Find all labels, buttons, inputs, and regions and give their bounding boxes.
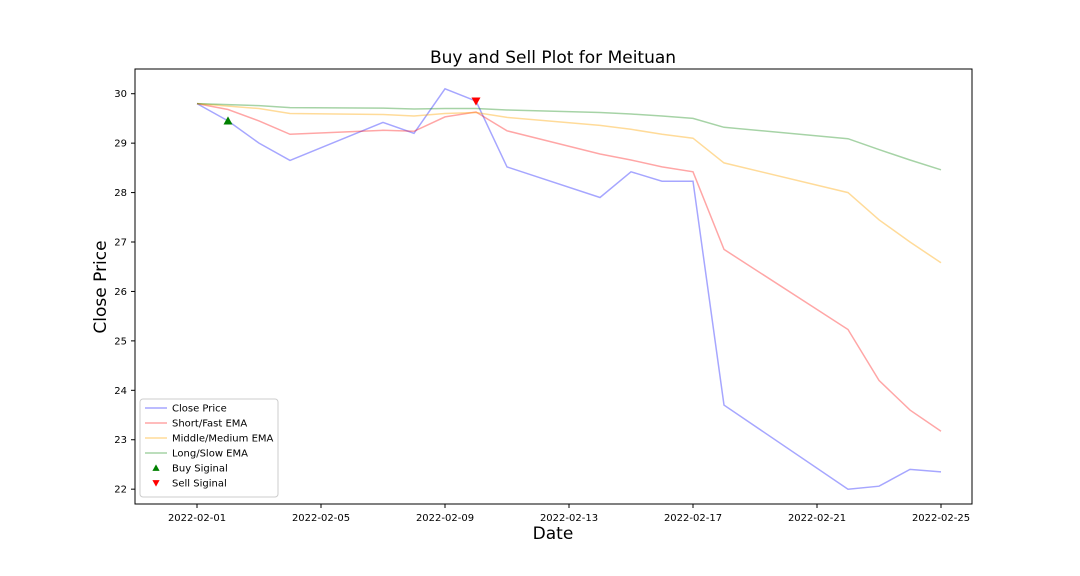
series-line-middle-medium-ema (196, 102, 942, 264)
legend-swatch-buy-siginal (152, 464, 160, 471)
legend-label-long-slow-ema: Long/Slow EMA (172, 449, 248, 460)
x-tick-label: 2022-02-01 (168, 513, 226, 524)
y-tick-label: 28 (114, 188, 127, 199)
series-line-long-slow-ema (196, 102, 942, 171)
series-line-short-fast-ema (196, 102, 942, 432)
y-tick-label: 29 (114, 139, 127, 150)
y-tick-label: 25 (114, 336, 127, 347)
plot-markers-group (223, 97, 481, 125)
legend-label-middle-medium-ema: Middle/Medium EMA (172, 434, 274, 445)
y-tick-label: 24 (114, 386, 127, 397)
y-tick-label: 23 (114, 435, 127, 446)
series-line-close-price (196, 87, 942, 490)
plot-series-group (196, 87, 942, 490)
legend-swatch-sell-siginal (152, 480, 160, 487)
legend-label-sell-siginal: Sell Siginal (172, 479, 227, 490)
chart-title: Buy and Sell Plot for Meituan (430, 48, 676, 68)
x-axis-label: Date (533, 524, 574, 544)
plot-frame (134, 68, 973, 505)
legend-label-close-price: Close Price (172, 404, 227, 415)
y-axis: 22 23 24 25 26 27 28 29 30 (114, 89, 135, 496)
x-tick-label: 2022-02-09 (416, 513, 474, 524)
x-tick-label: 2022-02-13 (540, 513, 598, 524)
y-tick-label: 26 (114, 287, 127, 298)
x-axis: 2022-02-01 2022-02-05 2022-02-09 2022-02-13… (168, 504, 970, 524)
y-axis-label: Close Price (91, 240, 111, 333)
y-tick-label: 30 (114, 89, 127, 100)
legend: Close Price Short/Fast EMA Middle/Medium E… (139, 398, 279, 498)
legend-box (139, 398, 279, 498)
x-tick-label: 2022-02-05 (292, 513, 350, 524)
sell-siginal-marker (471, 97, 481, 106)
x-tick-label: 2022-02-25 (912, 513, 970, 524)
buy-siginal-marker (223, 116, 233, 125)
y-tick-label: 22 (114, 485, 127, 496)
legend-label-buy-siginal: Buy Siginal (172, 464, 228, 475)
legend-label-short-fast-ema: Short/Fast EMA (172, 419, 247, 430)
x-tick-label: 2022-02-21 (788, 513, 846, 524)
x-tick-label: 2022-02-17 (664, 513, 722, 524)
y-tick-label: 27 (114, 238, 127, 249)
